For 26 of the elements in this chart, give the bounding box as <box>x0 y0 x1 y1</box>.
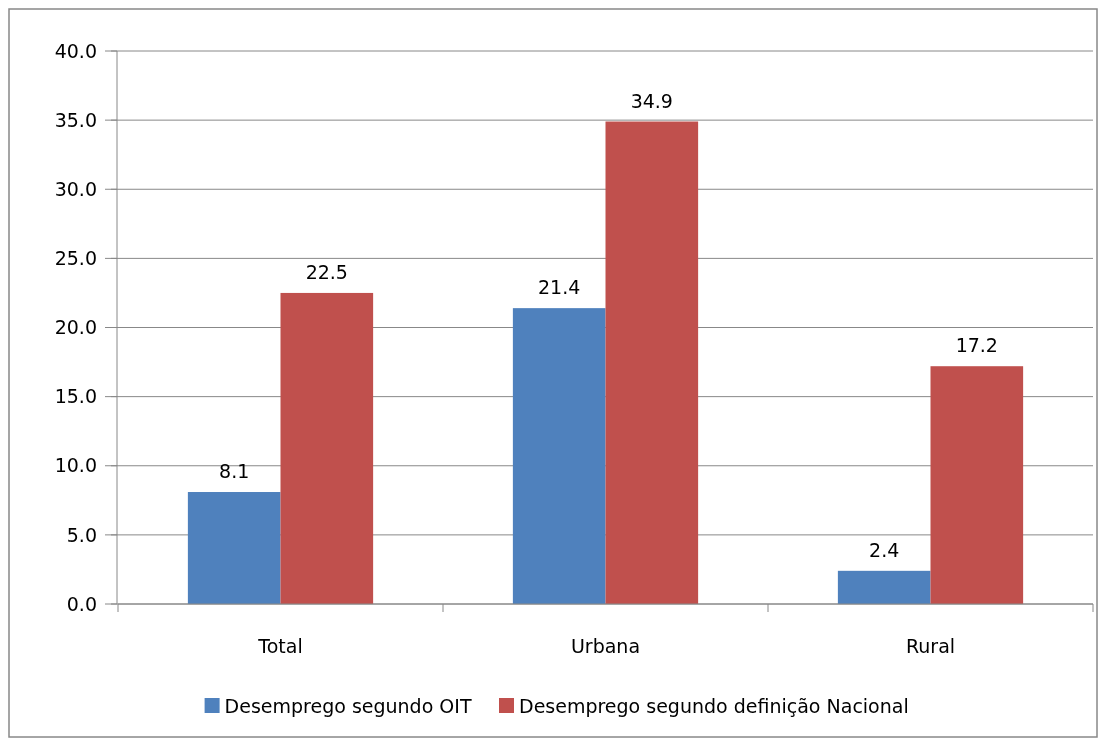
bar <box>280 292 374 604</box>
x-tick-label: Rural <box>905 635 956 657</box>
y-tick-label: 5.0 <box>66 523 97 546</box>
data-label: 2.4 <box>869 538 900 561</box>
y-tick-label: 20.0 <box>54 316 97 339</box>
legend-label: Desemprego segundo definição Nacional <box>519 695 909 717</box>
data-label: 22.5 <box>305 260 348 283</box>
bar <box>187 492 281 604</box>
y-tick-label: 40.0 <box>54 39 97 62</box>
y-tick-label: 15.0 <box>54 385 97 408</box>
legend-label: Desemprego segundo OIT <box>224 695 472 717</box>
x-tick-label: Total <box>257 635 303 657</box>
data-label: 8.1 <box>219 460 250 483</box>
x-tick-label: Urbana <box>570 635 641 657</box>
data-label: 17.2 <box>955 334 998 357</box>
y-tick-label: 25.0 <box>54 247 97 270</box>
data-label: 34.9 <box>630 89 673 112</box>
bar <box>930 366 1024 604</box>
y-tick-label: 30.0 <box>54 177 97 200</box>
bar <box>605 121 699 604</box>
y-tick-label: 35.0 <box>54 108 97 131</box>
y-tick-label: 10.0 <box>54 454 97 477</box>
data-label: 21.4 <box>538 276 581 299</box>
bar <box>837 570 931 604</box>
bar <box>512 308 606 604</box>
y-tick-label: 0.0 <box>66 592 97 615</box>
